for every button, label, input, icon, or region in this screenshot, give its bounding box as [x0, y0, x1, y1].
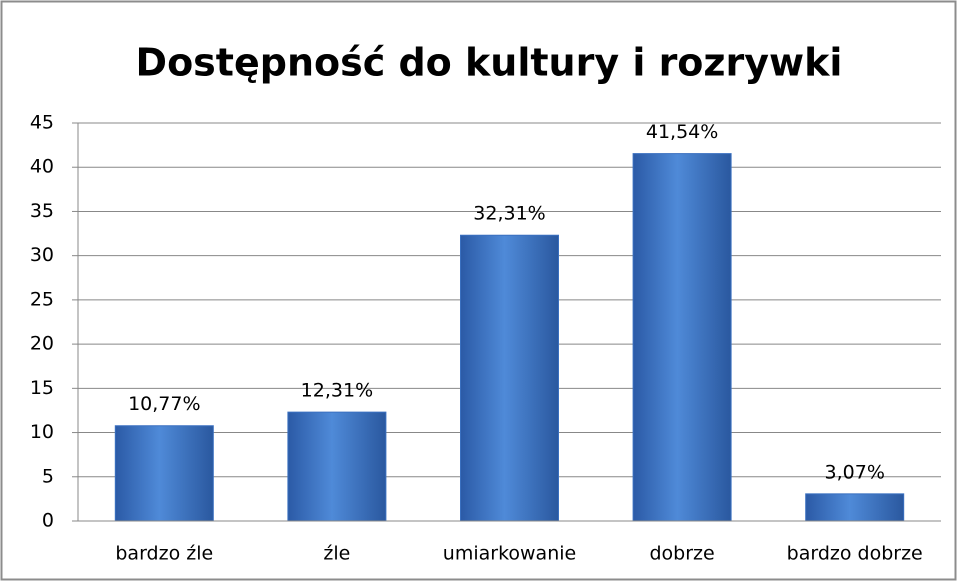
y-tick-label: 15	[30, 377, 54, 399]
value-label: 3,07%	[825, 461, 885, 483]
chart-title: Dostępność do kultury i rozrywki	[136, 41, 843, 85]
y-tick-label: 45	[30, 112, 54, 134]
value-label: 12,31%	[301, 380, 373, 402]
x-tick-label: źle	[323, 543, 350, 565]
bar	[805, 493, 905, 522]
x-tick-label: bardzo dobrze	[787, 543, 923, 565]
y-tick-label: 0	[42, 510, 54, 532]
y-tick-label: 5	[42, 465, 54, 487]
y-tick-label: 20	[30, 333, 54, 355]
bar	[287, 411, 387, 522]
x-tick-label: bardzo źle	[115, 543, 213, 565]
y-tick-label: 10	[30, 421, 54, 443]
y-tick-label: 30	[30, 244, 54, 266]
y-tick-label: 35	[30, 200, 54, 222]
x-tick-label: dobrze	[649, 543, 714, 565]
bar	[114, 425, 214, 522]
y-tick-label: 25	[30, 288, 54, 310]
value-label: 32,31%	[473, 203, 545, 225]
y-tick-label: 40	[30, 156, 54, 178]
value-label: 10,77%	[128, 393, 200, 415]
bar	[460, 234, 559, 522]
value-label: 41,54%	[646, 121, 718, 143]
x-tick-label: umiarkowanie	[443, 543, 576, 565]
bar	[632, 153, 732, 522]
